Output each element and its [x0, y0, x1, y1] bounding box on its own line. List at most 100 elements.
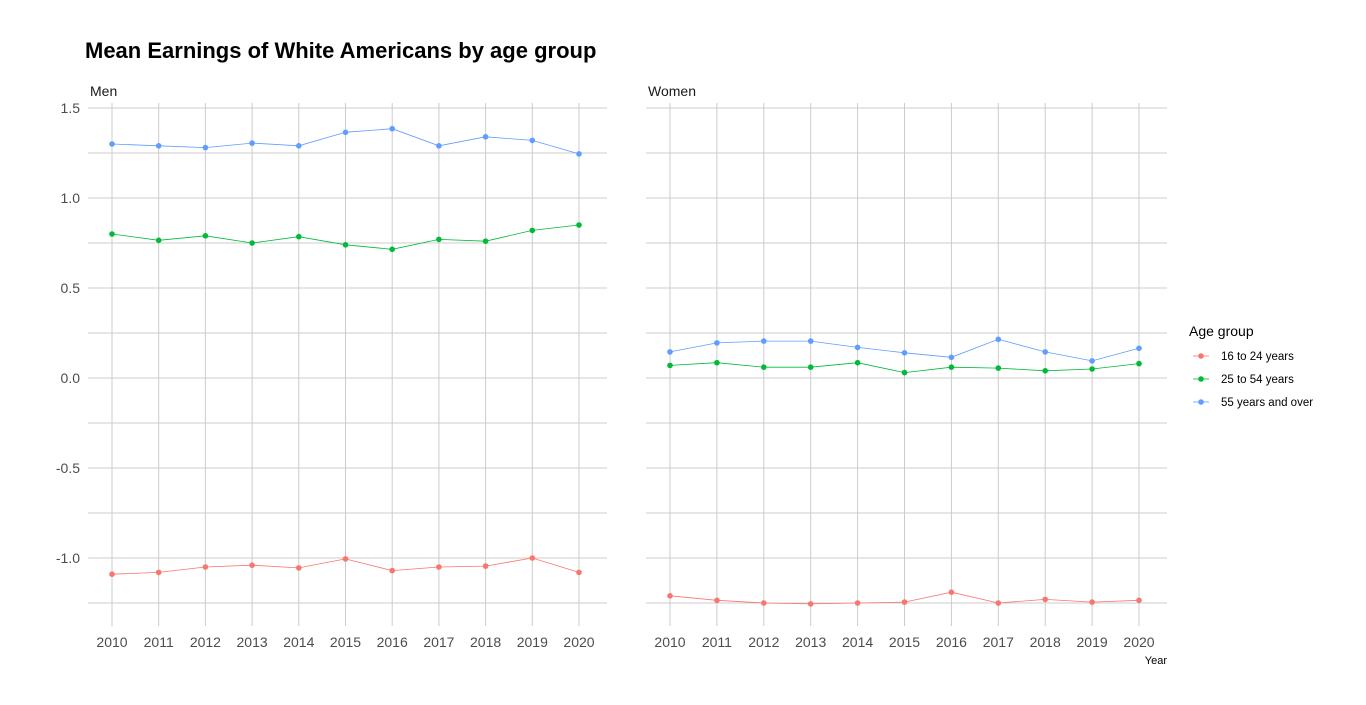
data-point-16-to-24-years: [389, 567, 396, 574]
data-point-25-to-54-years: [1042, 368, 1048, 374]
y-tick-label: 1.0: [61, 190, 81, 206]
y-tick-label: 0.0: [61, 370, 81, 386]
x-tick-label: 2019: [1077, 634, 1108, 650]
data-point-16-to-24-years: [249, 562, 255, 568]
data-point-16-to-24-years: [109, 571, 115, 577]
data-point-55-years-and-over: [995, 336, 1002, 343]
x-tick-label: 2015: [330, 634, 361, 650]
data-point-55-years-and-over: [436, 143, 442, 149]
data-point-55-years-and-over: [667, 349, 673, 355]
data-point-55-years-and-over: [948, 354, 955, 361]
data-point-25-to-54-years: [1136, 360, 1142, 367]
data-point-55-years-and-over: [249, 140, 255, 146]
data-point-25-to-54-years: [342, 242, 349, 248]
data-point-16-to-24-years: [854, 600, 861, 606]
legend-key-point: [1198, 376, 1204, 382]
data-point-25-to-54-years: [202, 233, 209, 239]
legend-label: 55 years and over: [1221, 397, 1313, 409]
data-point-55-years-and-over: [296, 143, 302, 149]
data-point-25-to-54-years: [807, 364, 814, 371]
data-point-25-to-54-years: [436, 236, 442, 243]
data-point-16-to-24-years: [296, 565, 302, 571]
data-point-25-to-54-years: [714, 359, 720, 366]
data-point-16-to-24-years: [342, 556, 349, 562]
data-point-16-to-24-years: [761, 600, 767, 606]
data-point-25-to-54-years: [389, 246, 396, 253]
data-point-25-to-54-years: [482, 238, 489, 244]
x-tick-label: 2012: [190, 634, 221, 650]
data-point-25-to-54-years: [667, 362, 673, 369]
data-point-16-to-24-years: [1136, 597, 1142, 604]
data-point-16-to-24-years: [948, 589, 955, 595]
legend-title: Age group: [1189, 323, 1254, 339]
data-point-16-to-24-years: [155, 569, 162, 576]
data-point-25-to-54-years: [995, 365, 1002, 371]
data-point-16-to-24-years: [202, 564, 209, 570]
y-tick-label: -0.5: [56, 460, 80, 476]
data-point-25-to-54-years: [529, 227, 536, 234]
data-point-25-to-54-years: [576, 222, 582, 228]
facet-label-men: Men: [90, 83, 117, 99]
data-point-55-years-and-over: [714, 340, 720, 346]
data-point-16-to-24-years: [436, 564, 442, 570]
data-point-16-to-24-years: [667, 593, 673, 599]
x-tick-label: 2017: [423, 634, 454, 650]
data-point-16-to-24-years: [1042, 596, 1048, 603]
x-tick-label: 2011: [144, 634, 174, 650]
x-tick-label: 2010: [654, 634, 685, 650]
data-point-16-to-24-years: [482, 563, 489, 569]
x-tick-label: 2017: [983, 634, 1014, 650]
data-point-55-years-and-over: [155, 143, 162, 149]
x-tick-label: 2014: [283, 634, 314, 650]
data-point-55-years-and-over: [342, 129, 349, 136]
x-tick-label: 2013: [795, 634, 826, 650]
legend-key-point: [1198, 399, 1204, 405]
x-tick-label: 2013: [237, 634, 268, 650]
panel-men: Men 1.5 1.0 0.5 0.0 -0.5 -1.0 2010 2011 2012 2013 2…: [56, 83, 607, 650]
data-point-16-to-24-years: [529, 555, 536, 561]
x-tick-label: 2020: [563, 634, 594, 650]
data-point-25-to-54-years: [948, 364, 955, 371]
x-tick-label: 2019: [517, 634, 548, 650]
data-point-55-years-and-over: [807, 338, 814, 344]
data-point-55-years-and-over: [854, 344, 861, 351]
y-tick-label: 0.5: [61, 280, 81, 296]
legend-label: 25 to 54 years: [1221, 374, 1294, 386]
data-point-25-to-54-years: [109, 231, 115, 237]
data-point-55-years-and-over: [529, 137, 536, 144]
data-point-55-years-and-over: [901, 350, 908, 356]
x-tick-label: 2012: [748, 634, 779, 650]
data-point-16-to-24-years: [901, 599, 908, 605]
chart-title: Mean Earnings of White Americans by age …: [85, 38, 596, 63]
y-tick-label: 1.5: [61, 100, 81, 116]
x-tick-label: 2011: [702, 634, 732, 650]
x-tick-label: 2015: [889, 634, 920, 650]
x-tick-label: 2018: [1030, 634, 1061, 650]
data-point-16-to-24-years: [1089, 599, 1095, 605]
data-point-55-years-and-over: [109, 141, 115, 147]
data-point-25-to-54-years: [901, 369, 908, 376]
data-point-55-years-and-over: [576, 151, 582, 157]
data-point-55-years-and-over: [1042, 349, 1048, 355]
facet-label-women: Women: [648, 83, 696, 99]
x-tick-label: 2014: [842, 634, 873, 650]
y-tick-label: -1.0: [56, 550, 80, 566]
data-point-16-to-24-years: [576, 569, 582, 576]
data-point-25-to-54-years: [1089, 366, 1095, 372]
x-tick-label: 2016: [377, 634, 408, 650]
data-point-25-to-54-years: [854, 359, 861, 366]
data-point-25-to-54-years: [761, 364, 767, 371]
x-tick-label: 2018: [470, 634, 501, 650]
legend-label: 16 to 24 years: [1221, 351, 1294, 363]
data-point-55-years-and-over: [202, 144, 209, 151]
data-point-16-to-24-years: [995, 600, 1002, 606]
data-point-25-to-54-years: [155, 237, 162, 244]
data-point-16-to-24-years: [807, 601, 814, 607]
facet-panels: Men 1.5 1.0 0.5 0.0 -0.5 -1.0 2010 2011 2012 2013 2…: [56, 83, 1167, 650]
x-tick-label: 2020: [1123, 634, 1154, 650]
panel-women: Women 2010 2011 2012 2013 2014 2015 2016 2017 201…: [646, 83, 1167, 650]
x-tick-label: 2010: [96, 634, 127, 650]
data-point-55-years-and-over: [389, 125, 396, 132]
x-tick-label: 2016: [936, 634, 967, 650]
